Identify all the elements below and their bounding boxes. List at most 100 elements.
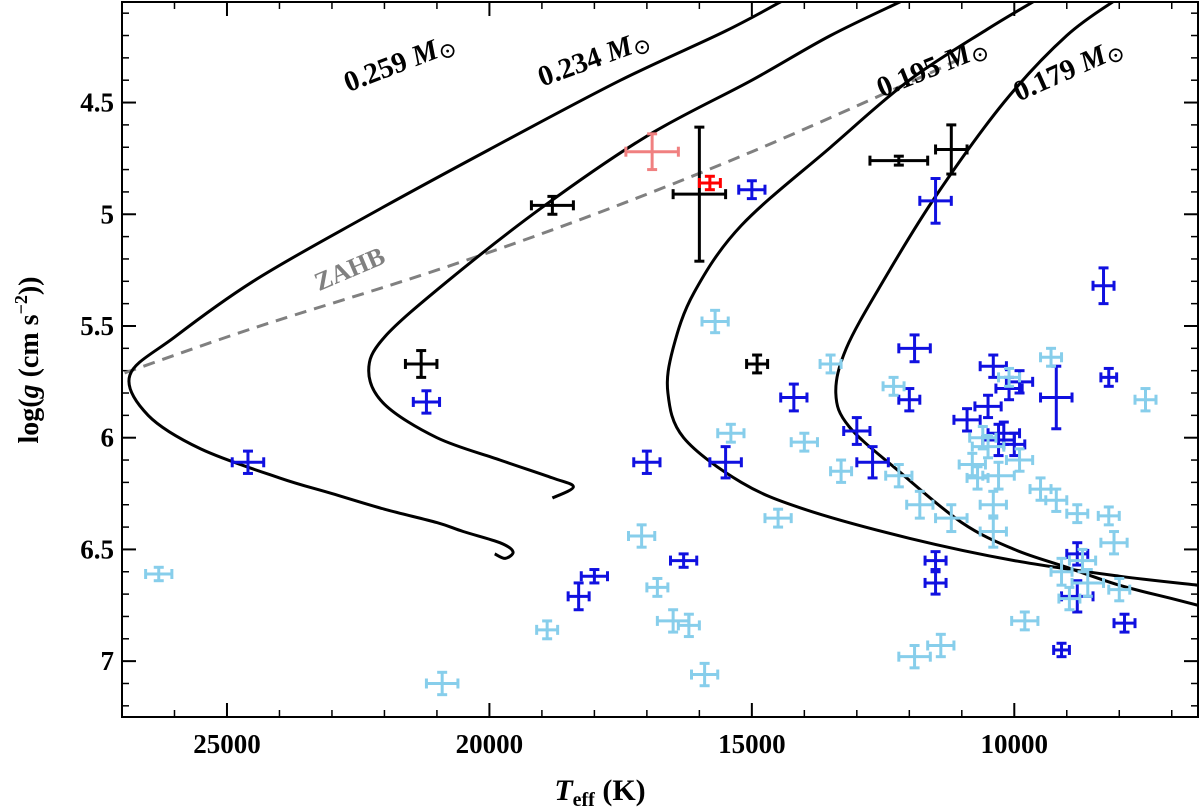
y-tick-label: 7 [101, 646, 115, 676]
track-label-mass: 0.259 [339, 43, 418, 99]
data-point [952, 407, 982, 433]
y-axis-label-post: )) [14, 276, 45, 295]
data-point [745, 353, 770, 375]
data-point [978, 489, 1008, 520]
data-point [997, 366, 1022, 388]
y-axis-label-g: g [14, 384, 45, 399]
data-point [923, 570, 948, 596]
y-tick-label: 6.5 [80, 534, 114, 564]
data-point [671, 125, 728, 263]
x-axis-label-unit: (K) [595, 774, 646, 807]
data-point [424, 670, 460, 697]
data-point [789, 431, 819, 453]
data-point [970, 433, 1006, 460]
data-point [1057, 585, 1082, 612]
track-line [834, 2, 1198, 607]
data-point [934, 123, 969, 176]
data-point [529, 194, 575, 216]
data-point [655, 608, 691, 634]
data-point [897, 333, 932, 364]
data-point [1096, 505, 1121, 527]
data-point [905, 489, 935, 520]
track-label-mass: 0.179 [1009, 49, 1088, 108]
data-point [1028, 476, 1053, 502]
data-point [1039, 346, 1064, 368]
plot-frame-layer: 25000 20000 15000 10000 4.5 5 5.5 6 6.5 7 [80, 1, 1199, 759]
data-point [1099, 530, 1129, 556]
data-point [1044, 487, 1069, 513]
data-point [981, 460, 1016, 491]
track-line [367, 2, 904, 500]
data-point [881, 375, 906, 397]
data-point [689, 661, 720, 688]
x-tick-label: 15000 [718, 729, 786, 759]
data-point [230, 449, 266, 475]
x-tick-label: 25000 [193, 729, 261, 759]
data-point [1002, 431, 1027, 458]
y-axis-label-exp: −2 [11, 295, 31, 314]
y-axis-label-mid: (cm s [14, 314, 45, 384]
y-axis-label-pre: log( [14, 398, 45, 443]
data-point [700, 308, 730, 335]
track-label: 0.259 M⊙ [339, 27, 460, 101]
annotation-layer: 0.259 M⊙ 0.234 M⊙0.195 M⊙ 0.179 M⊙ZAHB [310, 23, 1129, 296]
data-point [897, 644, 932, 670]
data-point [918, 177, 953, 225]
data-point [403, 349, 439, 379]
data-point [818, 353, 843, 375]
data-point [627, 523, 657, 549]
data-point [1112, 612, 1137, 634]
data-point [1107, 576, 1132, 603]
data-point [884, 463, 914, 489]
x-axis-label-main: T [554, 774, 574, 807]
data-point [716, 422, 746, 444]
data-point [965, 465, 990, 491]
plot-frame [121, 1, 1199, 718]
x-tick-label: 20000 [456, 729, 524, 759]
x-axis-label: Teff (K) [554, 774, 645, 811]
data-point [1133, 387, 1158, 413]
x-axis-label-sub: eff [573, 789, 596, 811]
data-point [868, 154, 930, 167]
track-label-mass: 0.195 [872, 47, 951, 104]
data-point [411, 389, 442, 415]
data-point [668, 552, 699, 569]
data-point [957, 451, 987, 478]
data-point [829, 458, 854, 484]
data-point [1010, 610, 1040, 632]
data-point [1060, 579, 1095, 614]
data-point [1039, 364, 1074, 431]
x-tick-label: 10000 [981, 729, 1049, 759]
data-point [676, 612, 701, 639]
data-point [926, 632, 956, 659]
data-point [973, 393, 1003, 420]
track-label: 0.234 M⊙ [534, 23, 655, 95]
data-point [1049, 556, 1074, 587]
data-point [897, 387, 922, 413]
data-point [934, 503, 969, 534]
y-tick-label: 5 [101, 199, 115, 229]
data-point [566, 581, 591, 612]
track-line [665, 2, 1198, 587]
y-tick-label: 6 [101, 423, 115, 453]
data-point [708, 445, 743, 480]
track-label: 0.179 M⊙ [1009, 31, 1129, 110]
y-tick-label: 5.5 [80, 311, 114, 341]
data-point [842, 416, 872, 446]
track-line [127, 2, 784, 560]
track-label-mass: 0.234 [534, 38, 613, 93]
y-axis-label: log(g (cm s−2)) [11, 276, 45, 443]
data-point [978, 353, 1008, 379]
data-point [763, 507, 793, 529]
data-point [535, 619, 560, 641]
plot-data-layer [124, 2, 1198, 697]
data-point [1067, 547, 1098, 574]
data-point [978, 514, 1008, 549]
data-point [632, 449, 662, 475]
data-point [1091, 266, 1116, 306]
data-point [923, 550, 948, 572]
data-point [968, 425, 998, 451]
data-point [579, 568, 610, 585]
data-point [737, 179, 767, 201]
